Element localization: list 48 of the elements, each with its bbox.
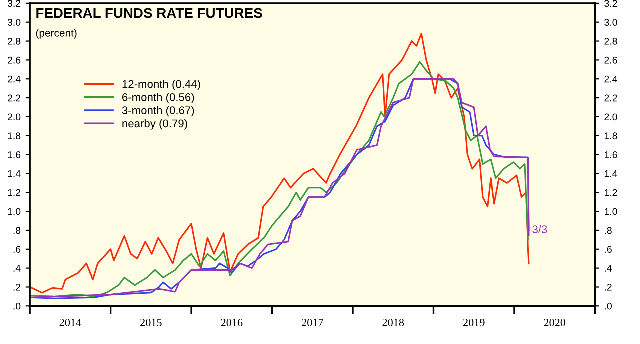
y-tick-label: 2.0 — [8, 114, 21, 121]
y2-tick-label: .4 — [605, 265, 612, 272]
y2-tick-label: 2.0 — [604, 114, 618, 121]
y2-tick-label: .6 — [605, 246, 612, 254]
y-tick-label: 1.2 — [8, 189, 21, 196]
x-tick-label: 2016 — [221, 318, 243, 326]
y2-tick-label: 2.2 — [604, 94, 618, 102]
y-tick-label: 1.6 — [8, 152, 21, 158]
y-tick-label: .4 — [14, 265, 21, 272]
y2-tick-label: 1.6 — [604, 152, 618, 158]
y-tick-label: 2.8 — [8, 38, 21, 45]
y2-tick-label: 3.2 — [604, 0, 618, 8]
text: (percent) — [36, 29, 77, 39]
x-tick-label: 2015 — [140, 318, 162, 326]
y-tick-label: 3.0 — [8, 19, 21, 26]
legend-label: 6-month (0.56) — [122, 93, 194, 104]
y-tick-label: .8 — [14, 227, 21, 234]
y2-tick-label: 1.0 — [604, 208, 618, 216]
y2-tick-label: 1.8 — [604, 132, 618, 140]
chart-title: FEDERAL FUNDS RATE FUTURES — [36, 8, 262, 18]
x-tick-label: 2019 — [463, 318, 485, 326]
y2-tick-label: 1.4 — [604, 170, 618, 178]
legend-label: 12-month (0.44) — [122, 80, 200, 90]
x-tick-label: 2014 — [60, 318, 82, 326]
legend-label: 3-month (0.67) — [122, 106, 194, 117]
annotation: 3/3 — [532, 225, 548, 234]
y-tick-label: .6 — [14, 246, 21, 254]
y2-tick-label: 2.4 — [604, 76, 618, 83]
y-tick-label: 1.0 — [8, 208, 21, 216]
y2-tick-label: .0 — [605, 302, 612, 310]
legend-label: nearby (0.79) — [122, 119, 188, 130]
y2-tick-label: 3.0 — [604, 19, 618, 26]
y2-tick-label: 1.2 — [604, 189, 618, 196]
x-tick-label: 2018 — [382, 318, 404, 326]
y-tick-label: 3.2 — [8, 0, 21, 8]
y2-tick-label: 2.8 — [604, 38, 618, 45]
y2-tick-label: .2 — [605, 284, 612, 291]
y-tick-label: 1.8 — [8, 132, 21, 140]
y-tick-label: .2 — [14, 284, 21, 291]
y-tick-label: 1.4 — [8, 170, 21, 178]
y-tick-label: .0 — [14, 302, 21, 310]
y2-tick-label: 2.6 — [604, 56, 618, 64]
y-tick-label: 2.2 — [8, 94, 21, 102]
y2-tick-label: .8 — [605, 227, 612, 234]
x-tick-label: 2020 — [544, 318, 566, 326]
y-tick-label: 2.4 — [8, 76, 21, 83]
x-tick-label: 2017 — [302, 318, 324, 326]
y-tick-label: 2.6 — [8, 56, 21, 64]
